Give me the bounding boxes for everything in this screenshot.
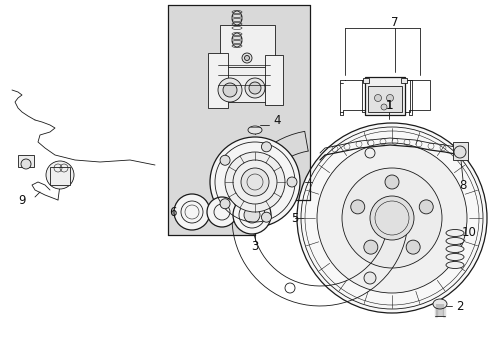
- Circle shape: [244, 55, 249, 60]
- Text: 1: 1: [385, 99, 392, 112]
- Bar: [264, 55, 283, 105]
- Circle shape: [220, 155, 229, 165]
- Ellipse shape: [445, 253, 463, 261]
- Circle shape: [223, 83, 237, 97]
- Circle shape: [209, 137, 299, 227]
- Circle shape: [316, 143, 466, 293]
- Bar: [452, 142, 467, 160]
- Ellipse shape: [445, 261, 463, 269]
- Bar: [50, 167, 70, 185]
- Ellipse shape: [445, 238, 463, 244]
- Circle shape: [261, 212, 271, 222]
- Bar: [18, 155, 34, 167]
- Circle shape: [363, 272, 375, 284]
- Bar: [215, 67, 274, 102]
- Circle shape: [248, 82, 261, 94]
- Bar: [220, 25, 274, 70]
- Bar: [168, 5, 309, 200]
- Circle shape: [384, 175, 398, 189]
- Circle shape: [244, 207, 260, 223]
- Text: 7: 7: [390, 15, 398, 28]
- Bar: [207, 53, 227, 108]
- Circle shape: [363, 240, 377, 254]
- Text: 6: 6: [169, 206, 176, 219]
- Circle shape: [341, 168, 441, 268]
- Ellipse shape: [231, 11, 242, 25]
- Circle shape: [286, 177, 296, 187]
- Circle shape: [242, 53, 251, 63]
- Circle shape: [174, 194, 209, 230]
- Circle shape: [224, 152, 285, 212]
- Circle shape: [261, 142, 271, 152]
- Bar: [362, 78, 368, 83]
- Circle shape: [46, 161, 74, 189]
- Text: 8: 8: [458, 179, 466, 192]
- Text: 5: 5: [291, 212, 298, 225]
- Circle shape: [374, 94, 381, 102]
- Circle shape: [380, 104, 386, 110]
- Bar: [364, 77, 404, 115]
- Circle shape: [296, 123, 486, 313]
- Text: 9: 9: [18, 194, 26, 207]
- Ellipse shape: [247, 126, 262, 134]
- Bar: [361, 80, 409, 112]
- Circle shape: [220, 199, 229, 209]
- Circle shape: [350, 200, 364, 214]
- Text: 10: 10: [461, 226, 475, 239]
- Circle shape: [418, 200, 432, 214]
- Ellipse shape: [445, 230, 463, 237]
- Ellipse shape: [432, 299, 446, 309]
- Circle shape: [244, 78, 264, 98]
- Circle shape: [369, 196, 413, 240]
- Bar: [400, 78, 406, 83]
- Circle shape: [241, 168, 268, 196]
- Ellipse shape: [445, 246, 463, 252]
- Circle shape: [232, 196, 270, 234]
- Circle shape: [386, 94, 393, 102]
- Bar: [367, 86, 401, 112]
- Bar: [168, 200, 254, 235]
- Text: 2: 2: [455, 300, 463, 312]
- Text: 3: 3: [251, 240, 258, 253]
- Text: 1: 1: [385, 99, 392, 112]
- Circle shape: [206, 197, 237, 227]
- Circle shape: [406, 240, 419, 254]
- Ellipse shape: [231, 33, 242, 47]
- Circle shape: [21, 159, 31, 169]
- Circle shape: [218, 78, 242, 102]
- Circle shape: [453, 146, 465, 158]
- Text: 4: 4: [273, 113, 280, 126]
